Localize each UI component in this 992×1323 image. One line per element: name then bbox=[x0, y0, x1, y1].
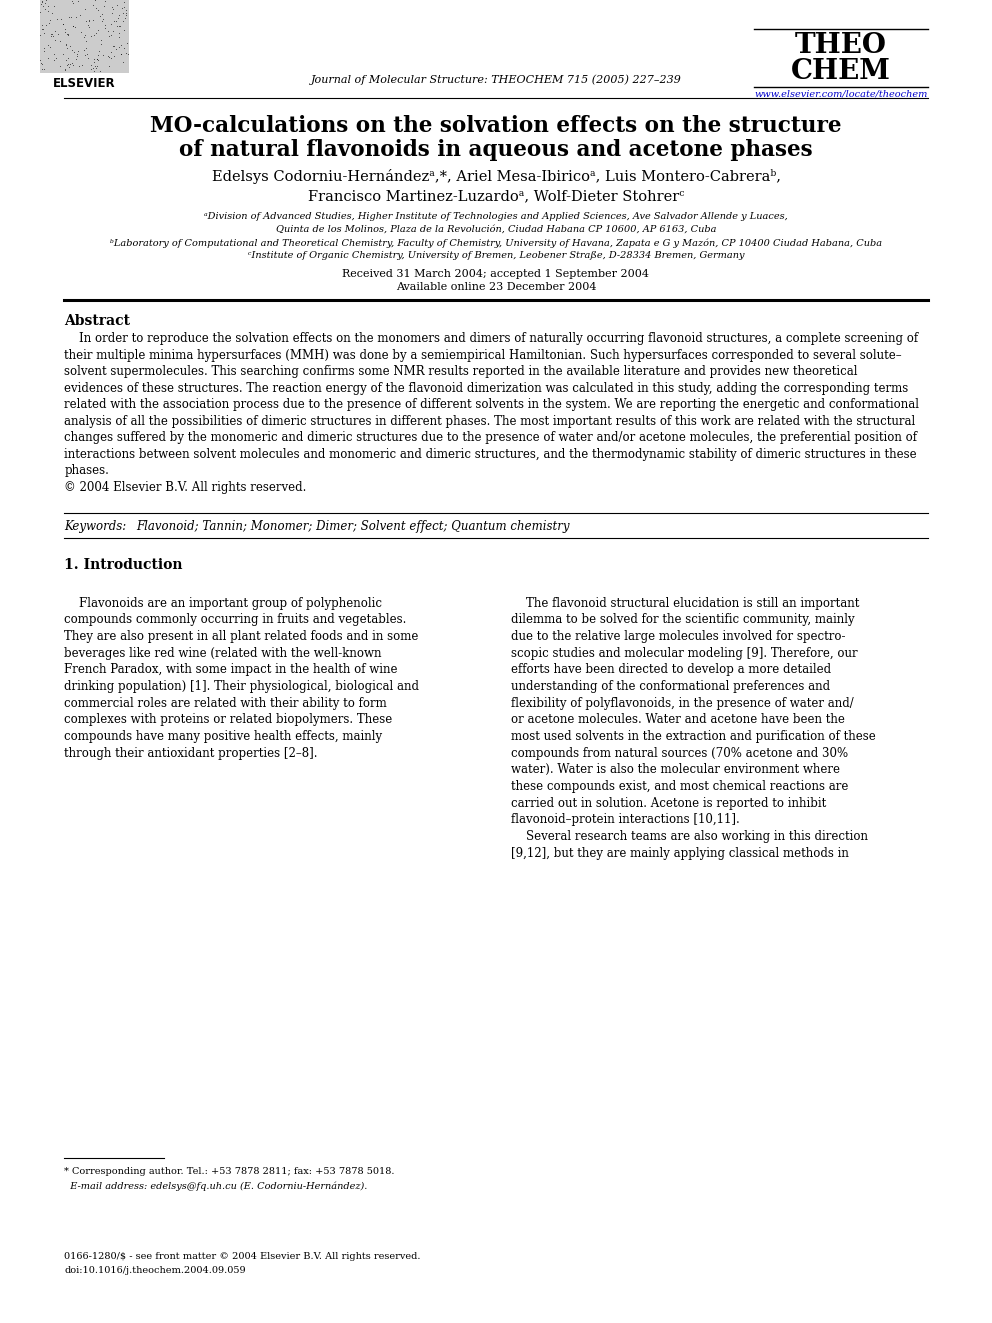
Text: Keywords:: Keywords: bbox=[64, 520, 131, 533]
Text: drinking population) [1]. Their physiological, biological and: drinking population) [1]. Their physiolo… bbox=[64, 680, 420, 693]
Text: carried out in solution. Acetone is reported to inhibit: carried out in solution. Acetone is repo… bbox=[511, 796, 826, 810]
Text: © 2004 Elsevier B.V. All rights reserved.: © 2004 Elsevier B.V. All rights reserved… bbox=[64, 480, 307, 493]
Text: * Corresponding author. Tel.: +53 7878 2811; fax: +53 7878 5018.: * Corresponding author. Tel.: +53 7878 2… bbox=[64, 1167, 395, 1176]
Text: Abstract: Abstract bbox=[64, 314, 131, 328]
Text: 1. Introduction: 1. Introduction bbox=[64, 558, 183, 573]
Text: interactions between solvent molecules and monomeric and dimeric structures, and: interactions between solvent molecules a… bbox=[64, 447, 918, 460]
Text: efforts have been directed to develop a more detailed: efforts have been directed to develop a … bbox=[511, 663, 831, 676]
Text: Quinta de los Molinos, Plaza de la Revolución, Ciudad Habana CP 10600, AP 6163, : Quinta de los Molinos, Plaza de la Revol… bbox=[276, 225, 716, 234]
Text: commercial roles are related with their ability to form: commercial roles are related with their … bbox=[64, 697, 387, 709]
Text: beverages like red wine (related with the well-known: beverages like red wine (related with th… bbox=[64, 647, 382, 660]
Text: scopic studies and molecular modeling [9]. Therefore, our: scopic studies and molecular modeling [9… bbox=[511, 647, 857, 660]
Text: flavonoid–protein interactions [10,11].: flavonoid–protein interactions [10,11]. bbox=[511, 814, 740, 827]
Text: Francisco Martinez-Luzardoᵃ, Wolf-Dieter Stohrerᶜ: Francisco Martinez-Luzardoᵃ, Wolf-Dieter… bbox=[308, 189, 684, 204]
Text: or acetone molecules. Water and acetone have been the: or acetone molecules. Water and acetone … bbox=[511, 713, 845, 726]
Text: Edelsys Codorniu-Hernándezᵃ,*, Ariel Mesa-Ibiricoᵃ, Luis Montero-Cabreraᵇ,: Edelsys Codorniu-Hernándezᵃ,*, Ariel Mes… bbox=[211, 169, 781, 184]
Text: Received 31 March 2004; accepted 1 September 2004: Received 31 March 2004; accepted 1 Septe… bbox=[342, 269, 650, 279]
Text: changes suffered by the monomeric and dimeric structures due to the presence of : changes suffered by the monomeric and di… bbox=[64, 431, 918, 445]
Text: They are also present in all plant related foods and in some: They are also present in all plant relat… bbox=[64, 630, 419, 643]
Text: flexibility of polyflavonoids, in the presence of water and/: flexibility of polyflavonoids, in the pr… bbox=[511, 697, 854, 709]
Text: ᵇLaboratory of Computational and Theoretical Chemistry, Faculty of Chemistry, Un: ᵇLaboratory of Computational and Theoret… bbox=[110, 238, 882, 247]
Text: CHEM: CHEM bbox=[791, 58, 891, 85]
Text: complexes with proteins or related biopolymers. These: complexes with proteins or related biopo… bbox=[64, 713, 393, 726]
Text: compounds commonly occurring in fruits and vegetables.: compounds commonly occurring in fruits a… bbox=[64, 614, 407, 626]
Text: related with the association process due to the presence of different solvents i: related with the association process due… bbox=[64, 398, 920, 411]
Text: most used solvents in the extraction and purification of these: most used solvents in the extraction and… bbox=[511, 730, 876, 744]
Text: THEO: THEO bbox=[795, 32, 887, 58]
Text: ELSEVIER: ELSEVIER bbox=[53, 77, 116, 90]
Text: Journal of Molecular Structure: THEOCHEM 715 (2005) 227–239: Journal of Molecular Structure: THEOCHEM… bbox=[310, 74, 682, 85]
Text: Flavonoids are an important group of polyphenolic: Flavonoids are an important group of pol… bbox=[64, 597, 383, 610]
Text: Several research teams are also working in this direction: Several research teams are also working … bbox=[511, 830, 868, 843]
Text: In order to reproduce the solvation effects on the monomers and dimers of natura: In order to reproduce the solvation effe… bbox=[64, 332, 919, 345]
Text: E-mail address: edelsys@fq.uh.cu (E. Codorniu-Hernández).: E-mail address: edelsys@fq.uh.cu (E. Cod… bbox=[64, 1181, 368, 1191]
Text: phases.: phases. bbox=[64, 464, 109, 478]
Text: compounds have many positive health effects, mainly: compounds have many positive health effe… bbox=[64, 730, 383, 744]
Text: www.elsevier.com/locate/theochem: www.elsevier.com/locate/theochem bbox=[754, 90, 928, 99]
Text: understanding of the conformational preferences and: understanding of the conformational pref… bbox=[511, 680, 830, 693]
Text: French Paradox, with some impact in the health of wine: French Paradox, with some impact in the … bbox=[64, 663, 398, 676]
Text: The flavonoid structural elucidation is still an important: The flavonoid structural elucidation is … bbox=[511, 597, 859, 610]
Text: ᶜInstitute of Organic Chemistry, University of Bremen, Leobener Straße, D-28334 : ᶜInstitute of Organic Chemistry, Univers… bbox=[248, 251, 744, 261]
Text: [9,12], but they are mainly applying classical methods in: [9,12], but they are mainly applying cla… bbox=[511, 847, 849, 860]
Text: due to the relative large molecules involved for spectro-: due to the relative large molecules invo… bbox=[511, 630, 845, 643]
Text: analysis of all the possibilities of dimeric structures in different phases. The: analysis of all the possibilities of dim… bbox=[64, 414, 916, 427]
Text: 0166-1280/$ - see front matter © 2004 Elsevier B.V. All rights reserved.: 0166-1280/$ - see front matter © 2004 El… bbox=[64, 1252, 421, 1261]
Text: Available online 23 December 2004: Available online 23 December 2004 bbox=[396, 282, 596, 292]
Text: solvent supermolecules. This searching confirms some NMR results reported in the: solvent supermolecules. This searching c… bbox=[64, 365, 858, 378]
Text: of natural flavonoids in aqueous and acetone phases: of natural flavonoids in aqueous and ace… bbox=[180, 139, 812, 161]
FancyBboxPatch shape bbox=[40, 0, 129, 73]
Text: water). Water is also the molecular environment where: water). Water is also the molecular envi… bbox=[511, 763, 840, 777]
Text: dilemma to be solved for the scientific community, mainly: dilemma to be solved for the scientific … bbox=[511, 614, 854, 626]
Text: ᵃDivision of Advanced Studies, Higher Institute of Technologies and Applied Scie: ᵃDivision of Advanced Studies, Higher In… bbox=[204, 212, 788, 221]
Text: MO-calculations on the solvation effects on the structure: MO-calculations on the solvation effects… bbox=[150, 115, 842, 138]
Text: doi:10.1016/j.theochem.2004.09.059: doi:10.1016/j.theochem.2004.09.059 bbox=[64, 1266, 246, 1275]
Text: through their antioxidant properties [2–8].: through their antioxidant properties [2–… bbox=[64, 746, 318, 759]
Text: compounds from natural sources (70% acetone and 30%: compounds from natural sources (70% acet… bbox=[511, 746, 848, 759]
Text: these compounds exist, and most chemical reactions are: these compounds exist, and most chemical… bbox=[511, 781, 848, 792]
Text: their multiple minima hypersurfaces (MMH) was done by a semiempirical Hamiltonia: their multiple minima hypersurfaces (MMH… bbox=[64, 348, 902, 361]
Text: evidences of these structures. The reaction energy of the flavonoid dimerization: evidences of these structures. The react… bbox=[64, 381, 909, 394]
Text: Flavonoid; Tannin; Monomer; Dimer; Solvent effect; Quantum chemistry: Flavonoid; Tannin; Monomer; Dimer; Solve… bbox=[136, 520, 569, 533]
